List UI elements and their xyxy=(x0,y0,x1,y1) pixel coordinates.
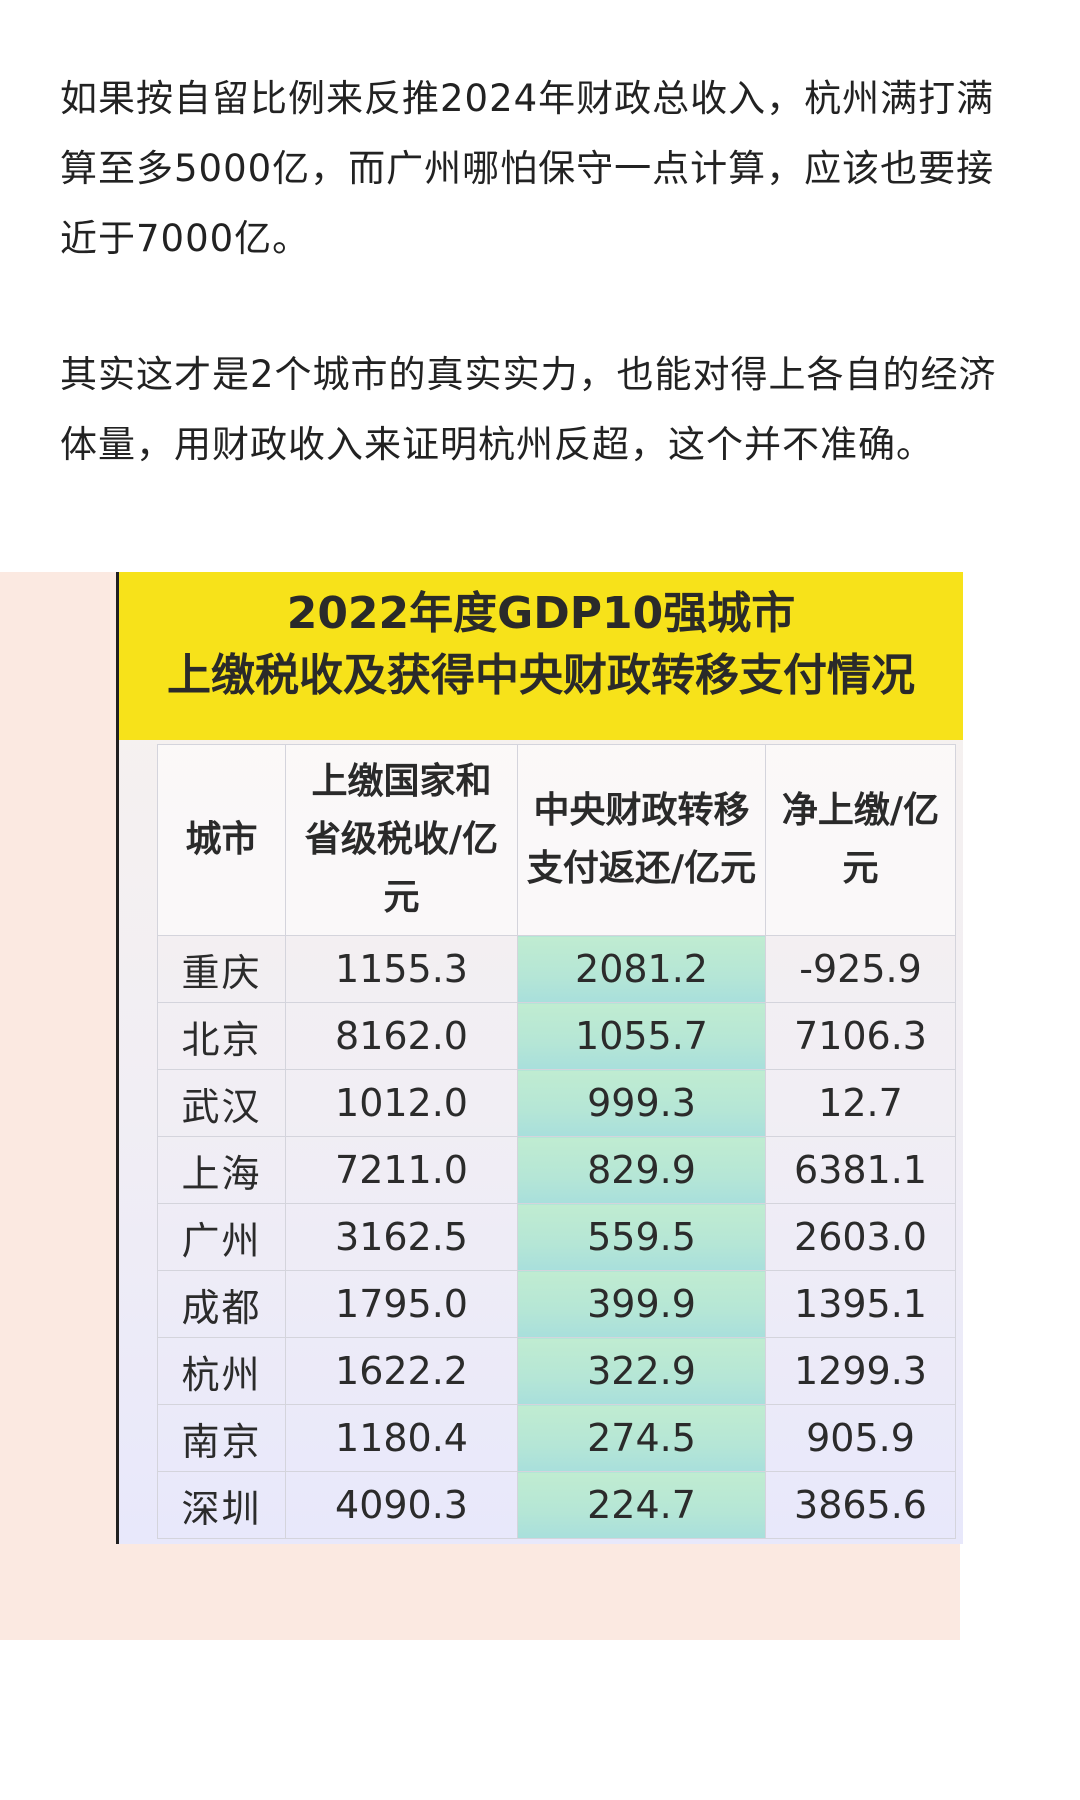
table-row: 武汉 1012.0 999.3 12.7 xyxy=(157,1069,956,1137)
cell-net: -925.9 xyxy=(765,935,956,1003)
cell-city: 北京 xyxy=(157,1002,286,1070)
cell-net: 12.7 xyxy=(765,1069,956,1137)
cell-transfer: 1055.7 xyxy=(517,1002,766,1070)
table-row: 上海 7211.0 829.9 6381.1 xyxy=(157,1136,956,1204)
cell-city: 广州 xyxy=(157,1203,286,1271)
cell-city: 武汉 xyxy=(157,1069,286,1137)
tax-table: 城市 上缴国家和省级税收/亿元 中央财政转移支付返还/亿元 净上缴/亿元 重庆 … xyxy=(157,744,956,1539)
header-transfer: 中央财政转移支付返还/亿元 xyxy=(517,744,766,936)
cell-transfer: 399.9 xyxy=(517,1270,766,1338)
cell-city: 深圳 xyxy=(157,1471,286,1539)
table-row: 南京 1180.4 274.5 905.9 xyxy=(157,1404,956,1472)
cell-net: 3865.6 xyxy=(765,1471,956,1539)
paragraph-2: 其实这才是2个城市的真实实力，也能对得上各自的经济体量，用财政收入来证明杭州反超… xyxy=(60,353,997,466)
cell-net: 6381.1 xyxy=(765,1136,956,1204)
table-row: 深圳 4090.3 224.7 3865.6 xyxy=(157,1471,956,1539)
cell-net: 905.9 xyxy=(765,1404,956,1472)
cell-transfer: 224.7 xyxy=(517,1471,766,1539)
table-row: 成都 1795.0 399.9 1395.1 xyxy=(157,1270,956,1338)
header-tax: 上缴国家和省级税收/亿元 xyxy=(285,744,518,936)
cell-transfer: 274.5 xyxy=(517,1404,766,1472)
table-image[interactable]: 2022年度GDP10强城市 上缴税收及获得中央财政转移支付情况 城市 上缴国家… xyxy=(116,572,963,1544)
cell-tax: 1155.3 xyxy=(285,935,518,1003)
cell-tax: 1622.2 xyxy=(285,1337,518,1405)
cell-net: 7106.3 xyxy=(765,1002,956,1070)
cell-city: 南京 xyxy=(157,1404,286,1472)
table-row: 杭州 1622.2 322.9 1299.3 xyxy=(157,1337,956,1405)
table-row: 北京 8162.0 1055.7 7106.3 xyxy=(157,1002,956,1070)
cell-tax: 1180.4 xyxy=(285,1404,518,1472)
cell-tax: 7211.0 xyxy=(285,1136,518,1204)
article-body: 如果按自留比例来反推2024年财政总收入，杭州满打满算至多5000亿，而广州哪怕… xyxy=(60,64,1020,546)
table-header-row: 城市 上缴国家和省级税收/亿元 中央财政转移支付返还/亿元 净上缴/亿元 xyxy=(157,744,956,936)
cell-net: 1299.3 xyxy=(765,1337,956,1405)
header-net: 净上缴/亿元 xyxy=(765,744,956,936)
cell-city: 上海 xyxy=(157,1136,286,1204)
cell-city: 重庆 xyxy=(157,935,286,1003)
figure-title-line1: 2022年度GDP10强城市 xyxy=(286,588,796,639)
cell-city: 杭州 xyxy=(157,1337,286,1405)
cell-tax: 8162.0 xyxy=(285,1002,518,1070)
cell-tax: 4090.3 xyxy=(285,1471,518,1539)
cell-transfer: 999.3 xyxy=(517,1069,766,1137)
cell-transfer: 2081.2 xyxy=(517,935,766,1003)
cell-transfer: 559.5 xyxy=(517,1203,766,1271)
table-row: 重庆 1155.3 2081.2 -925.9 xyxy=(157,935,956,1003)
figure-title-banner: 2022年度GDP10强城市 上缴税收及获得中央财政转移支付情况 xyxy=(119,572,963,740)
cell-net: 1395.1 xyxy=(765,1270,956,1338)
cell-tax: 3162.5 xyxy=(285,1203,518,1271)
cell-tax: 1012.0 xyxy=(285,1069,518,1137)
cell-net: 2603.0 xyxy=(765,1203,956,1271)
paragraph-1: 如果按自留比例来反推2024年财政总收入，杭州满打满算至多5000亿，而广州哪怕… xyxy=(60,77,995,260)
table-row: 广州 3162.5 559.5 2603.0 xyxy=(157,1203,956,1271)
figure-title-line2: 上缴税收及获得中央财政转移支付情况 xyxy=(167,650,915,701)
cell-transfer: 829.9 xyxy=(517,1136,766,1204)
cell-transfer: 322.9 xyxy=(517,1337,766,1405)
cell-city: 成都 xyxy=(157,1270,286,1338)
header-city: 城市 xyxy=(157,744,286,936)
cell-tax: 1795.0 xyxy=(285,1270,518,1338)
